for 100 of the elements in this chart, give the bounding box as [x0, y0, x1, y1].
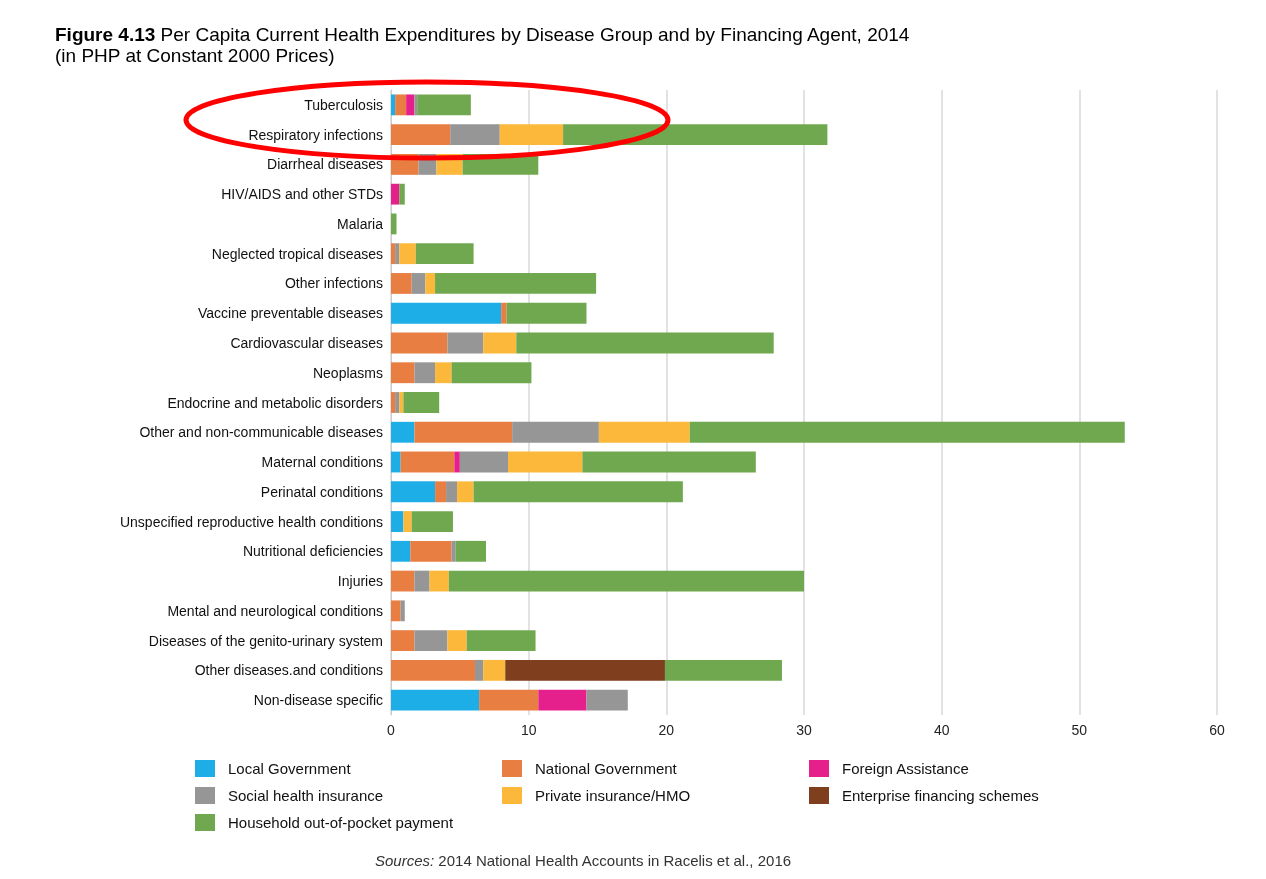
bar: [479, 689, 539, 711]
bar: [395, 94, 407, 116]
bar: [447, 332, 484, 354]
y-tick-label: Neglected tropical diseases: [211, 245, 383, 262]
bar: [406, 94, 415, 116]
bar: [516, 332, 774, 354]
legend-label: Private insurance/HMO: [535, 787, 691, 804]
bar: [483, 659, 506, 681]
bar: [451, 362, 532, 384]
bar: [391, 570, 415, 592]
bar: [459, 451, 509, 473]
bar: [451, 540, 456, 562]
bar: [391, 213, 397, 235]
bar: [457, 481, 474, 503]
bar: [474, 659, 484, 681]
bar: [598, 421, 690, 443]
source-note: Sources: 2014 National Health Accounts in Racelis et al., 2016: [375, 852, 792, 869]
bar: [664, 659, 782, 681]
bar: [501, 302, 507, 324]
bar: [391, 332, 448, 354]
bar: [391, 540, 411, 562]
bar: [391, 183, 400, 205]
bar: [403, 511, 412, 532]
y-tick-label: Non-disease specific: [253, 692, 383, 709]
bar: [391, 659, 475, 681]
y-tick-label: Vaccine preventable diseases: [198, 305, 383, 322]
y-tick-label: Malaria: [337, 215, 384, 232]
legend-label: Local Government: [228, 760, 352, 777]
bar: [508, 451, 583, 473]
y-tick-label: Nutritional deficiencies: [242, 543, 383, 560]
y-tick-label: Unspecified reproductive health conditions: [119, 513, 383, 530]
bar: [410, 540, 452, 562]
bar: [391, 630, 415, 652]
bar: [455, 540, 486, 562]
bar: [391, 94, 396, 116]
y-tick-label: Maternal conditions: [261, 454, 383, 471]
bar: [454, 451, 460, 473]
x-tick-label: 10: [520, 722, 537, 738]
bar: [391, 243, 396, 265]
y-tick-label: Neoplasms: [312, 364, 383, 381]
bar: [473, 481, 683, 503]
bar: [391, 481, 436, 503]
x-tick-label: 60: [1209, 722, 1225, 738]
y-tick-label: Diarrheal diseases: [267, 156, 383, 173]
bar: [415, 243, 474, 265]
x-tick-label: 30: [796, 722, 812, 738]
bar: [435, 362, 452, 384]
bar: [411, 511, 453, 532]
bar: [429, 570, 449, 592]
y-tick-label: Respiratory infections: [248, 126, 383, 143]
bar: [414, 570, 430, 592]
bar: [399, 183, 405, 205]
bar: [689, 421, 1125, 443]
y-tick-label: Mental and neurological conditions: [167, 602, 383, 619]
x-tick-label: 0: [387, 722, 396, 738]
bar: [483, 332, 517, 354]
y-tick-label: Injuries: [337, 573, 383, 590]
bar: [414, 630, 448, 652]
bar: [414, 94, 418, 116]
bar: [506, 302, 587, 324]
bar: [505, 659, 665, 681]
bar: [435, 481, 447, 503]
bar: [435, 273, 597, 294]
x-tick-label: 20: [658, 722, 675, 738]
legend-label: Foreign Assistance: [842, 760, 969, 777]
bar: [400, 451, 455, 473]
bar: [414, 421, 513, 443]
bar: [512, 421, 599, 443]
legend-label: National Government: [535, 760, 678, 777]
bar: [538, 689, 587, 711]
bar: [399, 243, 416, 265]
bar: [563, 124, 828, 146]
bar: [391, 600, 401, 622]
bar: [399, 392, 404, 413]
legend-label: Social health insurance: [228, 787, 384, 804]
y-tick-label: Endocrine and metabolic disorders: [167, 394, 383, 411]
bar: [391, 302, 502, 324]
bar: [391, 421, 415, 443]
bar: [446, 481, 458, 503]
bar: [586, 689, 628, 711]
text: (in PHP at Constant 2000 Prices): [55, 45, 335, 66]
bar: [391, 451, 401, 473]
bar: [466, 630, 536, 652]
y-tick-label: HIV/AIDS and other STDs: [221, 186, 383, 203]
bar: [411, 273, 426, 294]
x-tick-label: 50: [1071, 722, 1088, 738]
x-tick-label: 40: [933, 722, 950, 738]
y-tick-label: Other diseases.and conditions: [194, 662, 383, 679]
bar: [414, 362, 436, 384]
y-tick-label: Other infections: [284, 275, 383, 292]
y-tick-label: Cardiovascular diseases: [230, 334, 383, 351]
y-tick-label: Tuberculosis: [304, 96, 383, 113]
legend-label: Household out-of-pocket payment: [228, 814, 454, 831]
bar: [499, 124, 564, 146]
bar: [417, 94, 471, 116]
bar: [391, 392, 396, 413]
y-tick-label: Perinatal conditions: [260, 483, 383, 500]
y-tick-label: Other and non-communicable diseases: [139, 424, 383, 441]
bar: [391, 689, 480, 711]
chart-title: Figure 4.13 Per Capita Current Health Expenditures by Disease Group and by Financing Agent, 2014: [55, 24, 910, 45]
